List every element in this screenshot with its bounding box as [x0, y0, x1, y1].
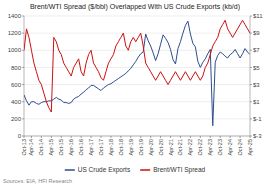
y-tick-label: 0 [18, 133, 22, 139]
chart: Brent/WTI Spread ($/bbl) Overlapped With… [0, 0, 270, 187]
y-axis [24, 16, 25, 136]
x-tick-label: Oct-13 [21, 139, 27, 156]
y2-tick-label: $1 [253, 99, 260, 105]
grid-line [24, 50, 250, 51]
tick-mark [200, 136, 201, 138]
grid-line [24, 101, 250, 102]
tick-mark [180, 136, 181, 138]
plot-area [24, 20, 250, 125]
tick-mark [240, 136, 241, 138]
y2-tick-label: $-1 [253, 116, 262, 122]
legend-swatch [65, 169, 75, 171]
x-tick-label: Apr-14 [28, 139, 34, 156]
x-tick-label: Apr-16 [68, 139, 74, 156]
tick-mark [220, 136, 221, 138]
x-tick-label: Oct-14 [38, 139, 44, 156]
y2-tick-label: $7 [253, 47, 260, 53]
x-tick-label: Apr-21 [168, 139, 174, 156]
legend-item: Brent/WTI Spread [140, 166, 205, 174]
grid-line [24, 16, 250, 17]
x-tick-label: Oct-23 [217, 139, 223, 156]
y2-tick-label: $-3 [253, 133, 262, 139]
x-axis [24, 136, 250, 137]
legend-label: US Crude Exports [78, 166, 131, 174]
y-tick-label: 1400 [8, 13, 22, 19]
tick-mark [190, 136, 191, 138]
tick-mark [24, 136, 25, 138]
grid-line [24, 33, 250, 34]
legend-label: Brent/WTI Spread [153, 166, 205, 174]
tick-mark [41, 136, 42, 138]
tick-mark [150, 136, 151, 138]
series-line [24, 20, 250, 112]
grid-line [24, 67, 250, 68]
tick-mark [160, 136, 161, 138]
y-tick-label: 1000 [8, 47, 22, 53]
legend-item: US Crude Exports [65, 166, 131, 174]
x-tick-label: Apr-24 [227, 139, 233, 156]
legend: US Crude Exports Brent/WTI Spread [65, 166, 206, 174]
x-tick-label: Oct-18 [118, 139, 124, 156]
grid-line [24, 118, 250, 119]
x-tick-label: Apr-22 [187, 139, 193, 156]
series-line [24, 21, 250, 126]
x-tick-label: Oct-22 [197, 139, 203, 156]
x-tick-label: Oct-19 [138, 139, 144, 156]
tick-mark [140, 136, 141, 138]
grid-line [24, 136, 250, 137]
y-tick-label: 600 [11, 82, 22, 88]
tick-mark [81, 136, 82, 138]
tick-mark [31, 136, 32, 138]
x-tick-label: Apr-18 [108, 139, 114, 156]
grid-line [24, 84, 250, 85]
y2-tick-label: $3 [253, 82, 260, 88]
tick-mark [130, 136, 131, 138]
title: Brent/WTI Spread ($/bbl) Overlapped With… [30, 3, 240, 11]
y-tick-label: 800 [11, 65, 22, 71]
tick-mark [120, 136, 121, 138]
x-tick-label: Oct-16 [78, 139, 84, 156]
tick-mark [51, 136, 52, 138]
tick-mark [250, 136, 251, 138]
x-tick-label: Apr-19 [128, 139, 134, 156]
x-tick-label: Oct-20 [158, 139, 164, 156]
y2-tick-label: $11 [253, 13, 263, 19]
tick-mark [71, 136, 72, 138]
x-tick-label: Apr-23 [207, 139, 213, 156]
y-tick-label: 1200 [8, 30, 22, 36]
x-tick-label: Apr-20 [148, 139, 154, 156]
y2-tick-label: $5 [253, 65, 260, 71]
x-tick-label: Apr-15 [48, 139, 54, 156]
y2-tick-label: $9 [253, 30, 260, 36]
tick-mark [170, 136, 171, 138]
tick-mark [91, 136, 92, 138]
x-tick-label: Oct-24 [237, 139, 243, 156]
y2-axis [250, 16, 251, 136]
y-tick-label: 400 [11, 99, 22, 105]
tick-mark [100, 136, 101, 138]
x-tick-label: Oct-17 [98, 139, 104, 156]
tick-mark [110, 136, 111, 138]
x-tick-label: Oct-21 [177, 139, 183, 156]
tick-mark [210, 136, 211, 138]
source-note: Sources: EIA, HFI Research [3, 178, 72, 184]
tick-mark [61, 136, 62, 138]
legend-swatch [140, 169, 150, 171]
y-tick-label: 200 [11, 116, 22, 122]
x-tick-label: Oct-15 [58, 139, 64, 156]
tick-mark [230, 136, 231, 138]
x-tick-label: Apr-17 [88, 139, 94, 156]
x-tick-label: Apr-25 [247, 139, 253, 156]
